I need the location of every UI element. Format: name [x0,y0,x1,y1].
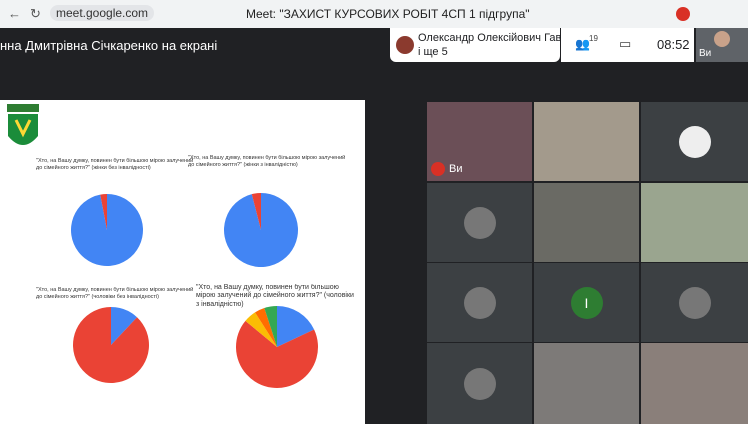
chart-title: "Хто, на Вашу думку, повинен бути більшо… [188,155,346,168]
chart-title: "Хто, на Вашу думку, повинен бути більшо… [36,158,194,171]
chart-title: "Хто, на Вашу думку, повинен бути більшо… [36,287,194,300]
participant-count: 19 [589,34,598,43]
avatar [463,286,496,319]
speaker-name: Олександр Олексійович Гаври... [418,32,583,44]
self-label: Ви [699,48,712,59]
avatar [463,367,496,400]
presenter: нна Дмитрівна Січкаренко на екрані [0,38,218,53]
pie-slice [264,306,277,347]
avatar [678,125,711,158]
meet-header: нна Дмитрівна Січкаренко на екрані Олекс… [0,28,748,100]
pie-slice [111,307,138,345]
slide: "Хто, на Вашу думку, повинен бути більшо… [0,100,365,424]
participant-tile[interactable] [641,263,748,342]
self-view: Ви [696,28,748,62]
clock: 08:52 [657,37,690,52]
chart-title-box: "Хто, на Вашу думку, повинен бути більшо… [36,158,194,171]
tile-label: Ви [449,163,463,175]
participant-tile[interactable] [641,343,748,424]
speaker-avatar [396,36,414,54]
participant-tile[interactable] [427,343,532,424]
logo [7,104,39,145]
participant-tile[interactable] [534,183,639,262]
chart-title-box: "Хто, на Вашу думку, повинен бути більшо… [196,284,354,308]
back-button[interactable]: ← [8,6,21,21]
adblock-icon[interactable] [676,7,690,21]
participant-tile[interactable] [427,183,532,262]
participant-tile[interactable] [641,102,748,181]
reload-button[interactable]: ↻ [30,6,41,21]
avatar [463,206,496,239]
participant-tile[interactable]: І [534,263,639,342]
pie-slice [100,194,107,230]
chart-title: "Хто, на Вашу думку, повинен бути більшо… [196,284,354,308]
meet-toolbar: 👥 19 ▭ 08:52 [561,28,694,62]
pie-slice [224,193,299,267]
gap [365,100,425,424]
others-count: і ще 5 [418,46,448,58]
chart-title-box: "Хто, на Вашу думку, повинен бути більшо… [36,287,194,300]
slide-charts: "Хто, на Вашу думку, повинен бути більшо… [36,155,354,388]
tab-title: Meet: "ЗАХИСТ КУРСОВИХ РОБІТ 4СП 1 підгр… [246,7,530,21]
people-icon[interactable]: 👥 [575,37,590,51]
browser-bar: ← ↻ meet.google.com Meet: "ЗАХИСТ КУРСОВ… [0,0,748,28]
url[interactable]: meet.google.com [50,5,155,21]
pie-slice [70,194,143,266]
muted-icon [431,162,445,176]
pie-slice [277,306,315,347]
pie-slice [72,307,149,383]
participant-tile[interactable] [641,183,748,262]
pie-slice [245,312,277,347]
self-face [714,31,730,47]
chat-icon[interactable]: ▭ [619,36,632,51]
participant-tile[interactable] [534,102,639,181]
avatar: І [570,286,603,319]
pie-slice [235,320,318,388]
chart-title-box: "Хто, на Вашу думку, повинен бути більшо… [188,155,346,168]
speaker-chip[interactable]: Олександр Олексійович Гаври... і ще 5 [390,28,583,62]
pie-slice [251,193,261,230]
avatar [678,286,711,319]
participant-tile[interactable] [534,343,639,424]
participant-tile[interactable] [427,263,532,342]
participant-tile[interactable]: Ви [427,102,532,181]
pie-slice [255,308,277,347]
